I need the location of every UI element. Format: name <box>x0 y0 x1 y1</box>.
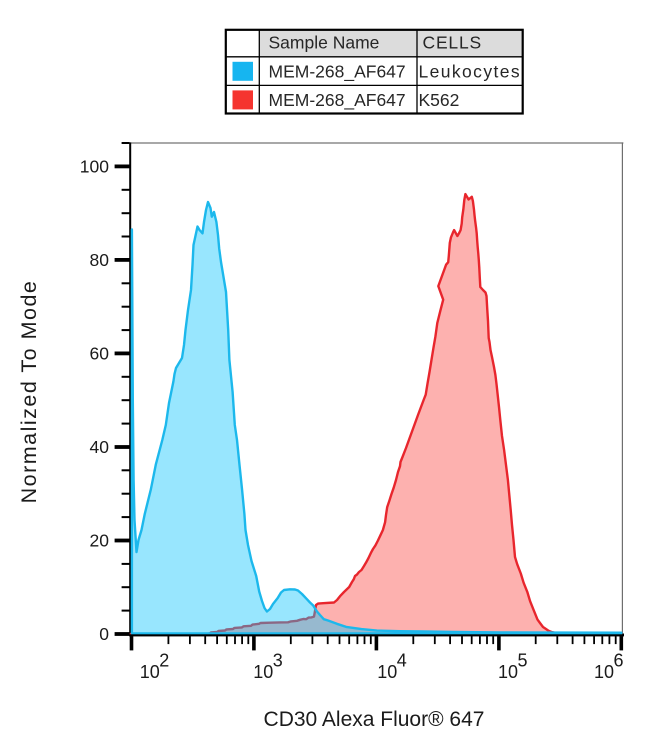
svg-text:80: 80 <box>90 250 110 270</box>
svg-text:Normalized To Mode: Normalized To Mode <box>17 280 41 504</box>
svg-text:10: 10 <box>594 662 614 682</box>
svg-text:3: 3 <box>273 651 283 671</box>
svg-text:CELLS: CELLS <box>423 33 482 53</box>
svg-text:10: 10 <box>253 662 273 682</box>
svg-text:10: 10 <box>377 662 397 682</box>
svg-text:60: 60 <box>90 344 110 364</box>
svg-text:CD30 Alexa Fluor® 647: CD30 Alexa Fluor® 647 <box>264 708 485 731</box>
svg-text:20: 20 <box>90 531 110 551</box>
svg-text:MEM-268_AF647: MEM-268_AF647 <box>269 61 406 82</box>
svg-text:10: 10 <box>140 662 160 682</box>
svg-text:0: 0 <box>99 624 109 644</box>
svg-text:40: 40 <box>90 437 110 457</box>
svg-text:5: 5 <box>518 651 528 671</box>
svg-text:100: 100 <box>80 157 109 177</box>
svg-text:4: 4 <box>397 651 407 671</box>
svg-text:10: 10 <box>498 662 518 682</box>
svg-text:MEM-268_AF647: MEM-268_AF647 <box>269 90 406 111</box>
svg-text:Sample Name: Sample Name <box>269 33 380 53</box>
svg-text:Leukocytes: Leukocytes <box>419 61 522 81</box>
svg-text:K562: K562 <box>419 90 460 110</box>
svg-text:6: 6 <box>614 651 624 671</box>
svg-text:2: 2 <box>159 651 169 671</box>
